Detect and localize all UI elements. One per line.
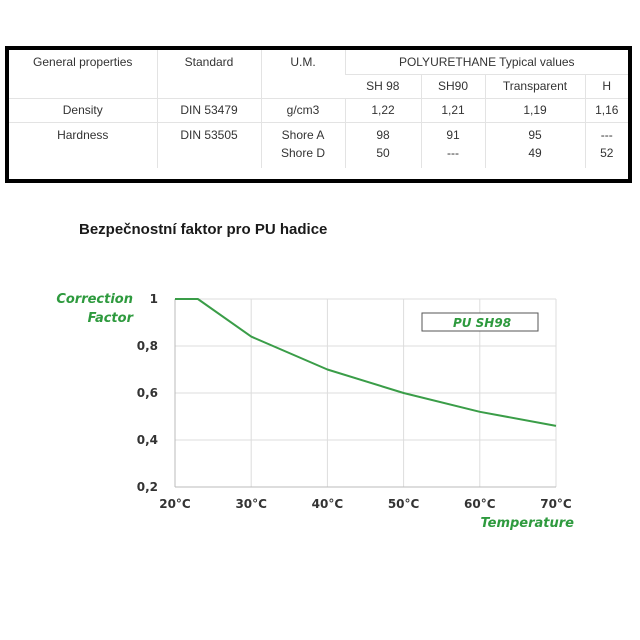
series-line-pu-sh98 [175, 298, 557, 427]
table-subheader-row: SH 98 SH90 Transparent H [9, 73, 628, 98]
chart-legend: PU SH98 [421, 312, 539, 332]
cell-property: Hardness [9, 121, 157, 168]
cell-value-d: --- [447, 145, 459, 160]
x-tick-label: 40°C [312, 497, 344, 511]
y-tick-label: 1 [150, 292, 158, 306]
chart-axes [174, 299, 556, 488]
cell-value-a: 95 [528, 127, 542, 142]
properties-table-box: General properties Standard U.M. POLYURE… [5, 46, 632, 183]
cell-um: Shore A Shore D [260, 121, 345, 168]
cell-standard: DIN 53479 [156, 97, 261, 122]
y-axis-title-line1: Correction [56, 292, 133, 307]
chart-tick-labels: 1 0,8 0,6 0,4 0,220°C 30°C 40°C 50°C 60°C 70°C [137, 292, 572, 511]
subheader-sh98: SH 98 [345, 73, 421, 98]
x-tick-label: 20°C [159, 497, 191, 511]
cell-standard: DIN 53505 [156, 121, 261, 168]
cell-property: Density [9, 97, 157, 122]
subheader-sh90: SH90 [420, 73, 485, 98]
table-row-density: Density DIN 53479 g/cm3 1,22 1,21 1,19 1… [9, 97, 628, 122]
cell-um-shore-d: Shore D [280, 145, 326, 160]
cell-value-sh90: 1,21 [420, 97, 485, 122]
x-tick-label: 50°C [388, 497, 420, 511]
legend-label: PU SH98 [453, 316, 511, 330]
properties-table: General properties Standard U.M. POLYURE… [9, 50, 628, 168]
cell-value-transparent: 95 49 [484, 121, 585, 168]
x-tick-label: 60°C [464, 497, 496, 511]
cell-value-h: --- 52 [584, 121, 628, 168]
chart-title: Bezpečnostní faktor pro PU hadice [79, 221, 328, 238]
table-header-row: General properties Standard U.M. POLYURE… [9, 50, 628, 98]
x-tick-label: 70°C [540, 497, 572, 511]
subheader-h: H [584, 73, 628, 98]
cell-value-a: 91 [446, 127, 460, 142]
cell-value-h: 1,16 [584, 97, 628, 122]
header-um: U.M. [260, 50, 345, 98]
cell-value-d: 52 [600, 145, 614, 160]
cell-value-transparent: 1,19 [484, 97, 585, 122]
table-row-hardness: Hardness DIN 53505 Shore A Shore D 98 50… [9, 121, 628, 168]
y-tick-label: 0,2 [137, 480, 158, 494]
cell-value-d: 50 [376, 145, 390, 160]
y-tick-label: 0,4 [137, 433, 158, 447]
cell-value-sh98: 1,22 [344, 97, 421, 122]
x-axis-title: Temperature [480, 516, 574, 531]
cell-value-sh98: 98 50 [344, 121, 421, 168]
subheader-transparent: Transparent [484, 73, 585, 98]
cell-value-d: 49 [528, 145, 542, 160]
header-general-properties: General properties [33, 55, 133, 69]
header-standard: Standard [156, 50, 261, 98]
chart-series [175, 298, 557, 427]
cell-value-a: 98 [376, 127, 390, 142]
cell-value-sh90: 91 --- [420, 121, 485, 168]
y-axis-title-line2: Factor [88, 311, 135, 326]
cell-um-shore-a: Shore A [281, 127, 325, 142]
cell-value-a: --- [600, 127, 613, 142]
cell-um: g/cm3 [260, 97, 345, 122]
legend-box [421, 312, 539, 332]
x-tick-label: 30°C [235, 497, 267, 511]
y-tick-label: 0,6 [137, 386, 158, 400]
y-tick-label: 0,8 [137, 339, 158, 353]
